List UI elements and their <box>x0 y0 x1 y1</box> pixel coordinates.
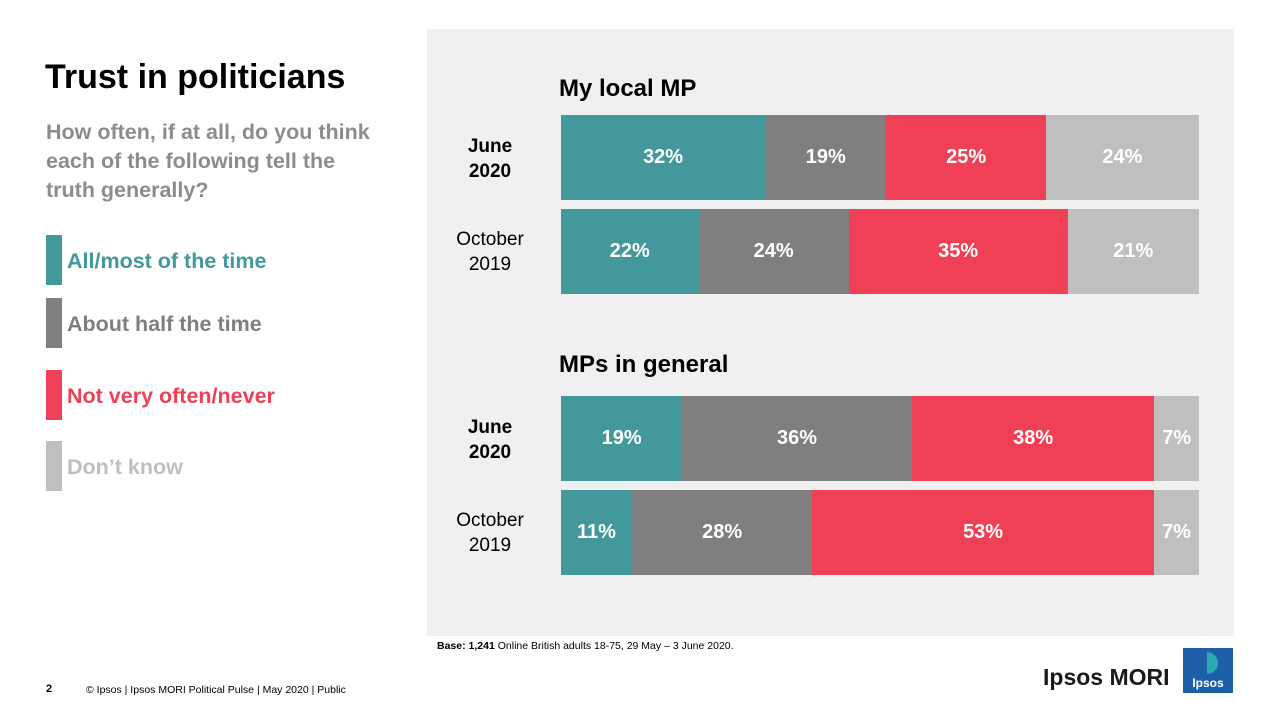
legend-item-not-very-often: Not very often/never <box>46 370 426 420</box>
segment-dont-know: 7% <box>1154 396 1199 481</box>
row-label-general-june-2020: June 2020 <box>435 415 545 465</box>
data-label: 35% <box>938 240 979 262</box>
segment-about-half: 19% <box>765 115 887 200</box>
logo-text: Ipsos <box>1192 676 1224 690</box>
page-number: 2 <box>46 683 53 695</box>
legend-item-about-half: About half the time <box>46 298 426 348</box>
segment-not-very-often: 25% <box>886 115 1046 200</box>
legend-swatch <box>46 441 62 491</box>
bar-row-local-oct-2019: 22% 24% 35% 21% <box>561 209 1199 294</box>
legend-item-dont-know: Don’t know <box>46 441 426 491</box>
data-label: 32% <box>643 146 684 168</box>
segment-all-most: 32% <box>561 115 766 200</box>
row-label-line: 2019 <box>468 254 512 275</box>
row-label-line: October <box>456 229 524 250</box>
row-label-general-oct-2019: October 2019 <box>435 508 545 558</box>
group-title-mps-general: MPs in general <box>559 351 729 378</box>
logo-accent <box>1207 652 1218 674</box>
row-label-line: 2019 <box>468 535 512 556</box>
bar-row-general-june-2020: 19% 36% 38% 7% <box>561 396 1199 481</box>
data-label: 53% <box>963 521 1004 543</box>
segment-not-very-often: 35% <box>848 209 1068 294</box>
segment-not-very-often: 53% <box>812 490 1154 575</box>
segment-not-very-often: 38% <box>911 396 1155 481</box>
legend-swatch <box>46 235 62 285</box>
data-label: 11% <box>576 521 616 543</box>
row-label-line: June <box>467 417 513 438</box>
page-title: Trust in politicians <box>45 58 346 96</box>
row-label-line: October <box>456 510 524 531</box>
chart-panel: My local MP June 2020 32% 19% 25% 24% Octob… <box>427 29 1234 636</box>
data-label: 19% <box>601 427 642 449</box>
legend-item-all-most: All/most of the time <box>46 235 426 285</box>
segment-about-half: 28% <box>631 490 813 575</box>
legend-label: Not very often/never <box>67 384 275 408</box>
segment-all-most: 22% <box>561 209 699 294</box>
brand-name: Ipsos MORI <box>1043 664 1170 690</box>
data-label: 28% <box>702 521 743 543</box>
segment-dont-know: 21% <box>1067 209 1199 294</box>
survey-question: How often, if at all, do you think each … <box>46 120 370 202</box>
row-label-line: June <box>467 136 513 157</box>
row-label-local-oct-2019: October 2019 <box>435 227 545 277</box>
base-note: Base: 1,241 Online British adults 18-75,… <box>437 640 734 652</box>
legend-label: Don’t know <box>67 455 183 479</box>
segment-about-half: 36% <box>682 396 912 481</box>
ipsos-logo-icon: Ipsos <box>1183 648 1233 693</box>
segment-all-most: 11% <box>561 490 632 575</box>
data-label: 24% <box>753 240 794 262</box>
footer-text: © Ipsos | Ipsos MORI Political Pulse | M… <box>86 684 346 696</box>
segment-all-most: 19% <box>561 396 683 481</box>
data-label: 36% <box>777 427 818 449</box>
data-label: 7% <box>1161 521 1191 543</box>
bar-row-local-june-2020: 32% 19% 25% 24% <box>561 115 1199 200</box>
bar-row-general-oct-2019: 11% 28% 53% 7% <box>561 490 1199 575</box>
segment-about-half: 24% <box>698 209 849 294</box>
base-text: Online British adults 18-75, 29 May – 3 … <box>494 640 734 652</box>
segment-dont-know: 24% <box>1045 115 1199 200</box>
data-label: 22% <box>609 240 650 262</box>
row-label-line: 2020 <box>468 161 512 182</box>
data-label: 7% <box>1162 427 1192 449</box>
data-label: 21% <box>1113 240 1154 262</box>
data-label: 38% <box>1013 427 1054 449</box>
data-label: 25% <box>946 146 987 168</box>
legend-swatch <box>46 298 62 348</box>
segment-dont-know: 7% <box>1153 490 1199 575</box>
legend-label: About half the time <box>67 312 262 336</box>
data-label: 24% <box>1102 146 1143 168</box>
data-label: 19% <box>805 146 846 168</box>
base-count: 1,241 <box>468 640 495 652</box>
row-label-local-june-2020: June 2020 <box>435 134 545 184</box>
row-label-line: 2020 <box>468 442 512 463</box>
base-label: Base: <box>437 640 466 652</box>
group-title-local-mp: My local MP <box>559 75 697 102</box>
legend-swatch <box>46 370 62 420</box>
legend-label: All/most of the time <box>67 249 267 273</box>
